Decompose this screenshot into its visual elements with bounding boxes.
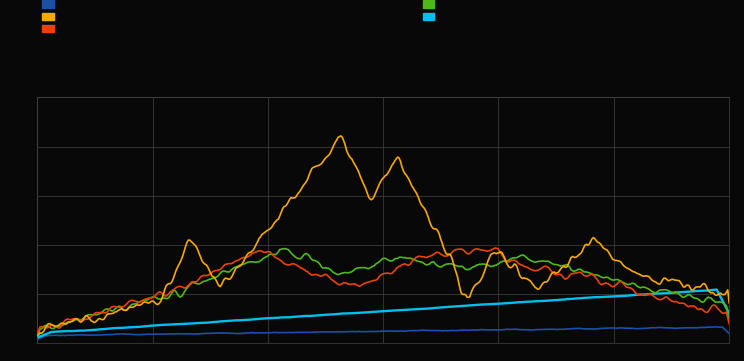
Legend: , : , xyxy=(423,0,442,22)
